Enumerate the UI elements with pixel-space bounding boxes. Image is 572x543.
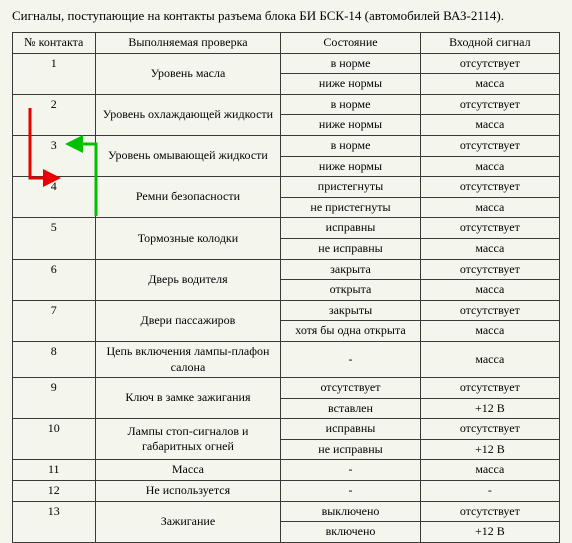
- check-name: Уровень масла: [95, 53, 281, 94]
- table-row: 8Цепь включения лампы-плафон салона-масс…: [13, 341, 560, 377]
- state-cell: ниже нормы: [281, 74, 420, 95]
- contact-number: 13: [13, 501, 96, 542]
- contact-number: 6: [13, 259, 96, 300]
- header-state: Состояние: [281, 33, 420, 54]
- signal-cell: масса: [420, 321, 559, 342]
- signal-cell: масса: [420, 460, 559, 481]
- table-header-row: № контакта Выполняемая проверка Состояни…: [13, 33, 560, 54]
- check-name: Не используется: [95, 481, 281, 502]
- signal-cell: -: [420, 481, 559, 502]
- table-row: 4Ремни безопасностипристегнутыотсутствуе…: [13, 177, 560, 198]
- signal-cell: +12 В: [420, 398, 559, 419]
- table-row: 5Тормозные колодкиисправныотсутствует: [13, 218, 560, 239]
- table-row: 9Ключ в замке зажиганияотсутствуетотсутс…: [13, 378, 560, 399]
- signal-cell: отсутствует: [420, 419, 559, 440]
- check-name: Ремни безопасности: [95, 177, 281, 218]
- state-cell: пристегнуты: [281, 177, 420, 198]
- signal-cell: отсутствует: [420, 177, 559, 198]
- check-name: Уровень омывающей жидкости: [95, 135, 281, 176]
- state-cell: -: [281, 341, 420, 377]
- table-row: 11Масса-масса: [13, 460, 560, 481]
- signal-cell: +12 В: [420, 439, 559, 460]
- contact-number: 12: [13, 481, 96, 502]
- contact-number: 11: [13, 460, 96, 481]
- table-row: 2Уровень охлаждающей жидкостив нормеотсу…: [13, 94, 560, 115]
- table-row: 13Зажиганиевыключеноотсутствует: [13, 501, 560, 522]
- state-cell: закрыта: [281, 259, 420, 280]
- check-name: Цепь включения лампы-плафон салона: [95, 341, 281, 377]
- signal-cell: отсутствует: [420, 259, 559, 280]
- check-name: Ключ в замке зажигания: [95, 378, 281, 419]
- contact-number: 5: [13, 218, 96, 259]
- state-cell: не пристегнуты: [281, 197, 420, 218]
- signal-cell: масса: [420, 74, 559, 95]
- contact-number: 7: [13, 300, 96, 341]
- check-name: Дверь водителя: [95, 259, 281, 300]
- signal-cell: масса: [420, 341, 559, 377]
- state-cell: в норме: [281, 94, 420, 115]
- signal-cell: отсутствует: [420, 300, 559, 321]
- contact-number: 1: [13, 53, 96, 94]
- signal-cell: отсутствует: [420, 94, 559, 115]
- signal-cell: отсутствует: [420, 501, 559, 522]
- signals-table: № контакта Выполняемая проверка Состояни…: [12, 32, 560, 543]
- state-cell: -: [281, 481, 420, 502]
- state-cell: -: [281, 460, 420, 481]
- state-cell: ниже нормы: [281, 115, 420, 136]
- state-cell: выключено: [281, 501, 420, 522]
- header-signal: Входной сигнал: [420, 33, 559, 54]
- table-row: 6Дверь водителязакрытаотсутствует: [13, 259, 560, 280]
- state-cell: открыта: [281, 280, 420, 301]
- state-cell: исправны: [281, 218, 420, 239]
- contact-number: 3: [13, 135, 96, 176]
- contact-number: 9: [13, 378, 96, 419]
- state-cell: не исправны: [281, 439, 420, 460]
- table-row: 10Лампы стоп-сигналов и габаритных огней…: [13, 419, 560, 440]
- check-name: Масса: [95, 460, 281, 481]
- state-cell: в норме: [281, 53, 420, 74]
- signal-cell: масса: [420, 280, 559, 301]
- signal-cell: масса: [420, 115, 559, 136]
- check-name: Лампы стоп-сигналов и габаритных огней: [95, 419, 281, 460]
- check-name: Уровень охлаждающей жидкости: [95, 94, 281, 135]
- state-cell: в норме: [281, 135, 420, 156]
- contact-number: 4: [13, 177, 96, 218]
- state-cell: не исправны: [281, 238, 420, 259]
- state-cell: закрыты: [281, 300, 420, 321]
- state-cell: ниже нормы: [281, 156, 420, 177]
- state-cell: отсутствует: [281, 378, 420, 399]
- state-cell: исправны: [281, 419, 420, 440]
- check-name: Двери пассажиров: [95, 300, 281, 341]
- table-row: 3Уровень омывающей жидкостив нормеотсутс…: [13, 135, 560, 156]
- table-row: 7Двери пассажировзакрытыотсутствует: [13, 300, 560, 321]
- contact-number: 8: [13, 341, 96, 377]
- signal-cell: отсутствует: [420, 378, 559, 399]
- check-name: Тормозные колодки: [95, 218, 281, 259]
- signal-cell: +12 В: [420, 522, 559, 543]
- signal-cell: масса: [420, 156, 559, 177]
- header-num: № контакта: [13, 33, 96, 54]
- signal-cell: отсутствует: [420, 218, 559, 239]
- signal-cell: отсутствует: [420, 135, 559, 156]
- contact-number: 2: [13, 94, 96, 135]
- signal-cell: отсутствует: [420, 53, 559, 74]
- signal-cell: масса: [420, 197, 559, 218]
- signal-cell: масса: [420, 238, 559, 259]
- table-row: 1Уровень маслав нормеотсутствует: [13, 53, 560, 74]
- table-row: 12Не используется--: [13, 481, 560, 502]
- check-name: Зажигание: [95, 501, 281, 542]
- state-cell: включено: [281, 522, 420, 543]
- header-check: Выполняемая проверка: [95, 33, 281, 54]
- page-title: Сигналы, поступающие на контакты разъема…: [12, 8, 560, 24]
- state-cell: вставлен: [281, 398, 420, 419]
- state-cell: хотя бы одна открыта: [281, 321, 420, 342]
- contact-number: 10: [13, 419, 96, 460]
